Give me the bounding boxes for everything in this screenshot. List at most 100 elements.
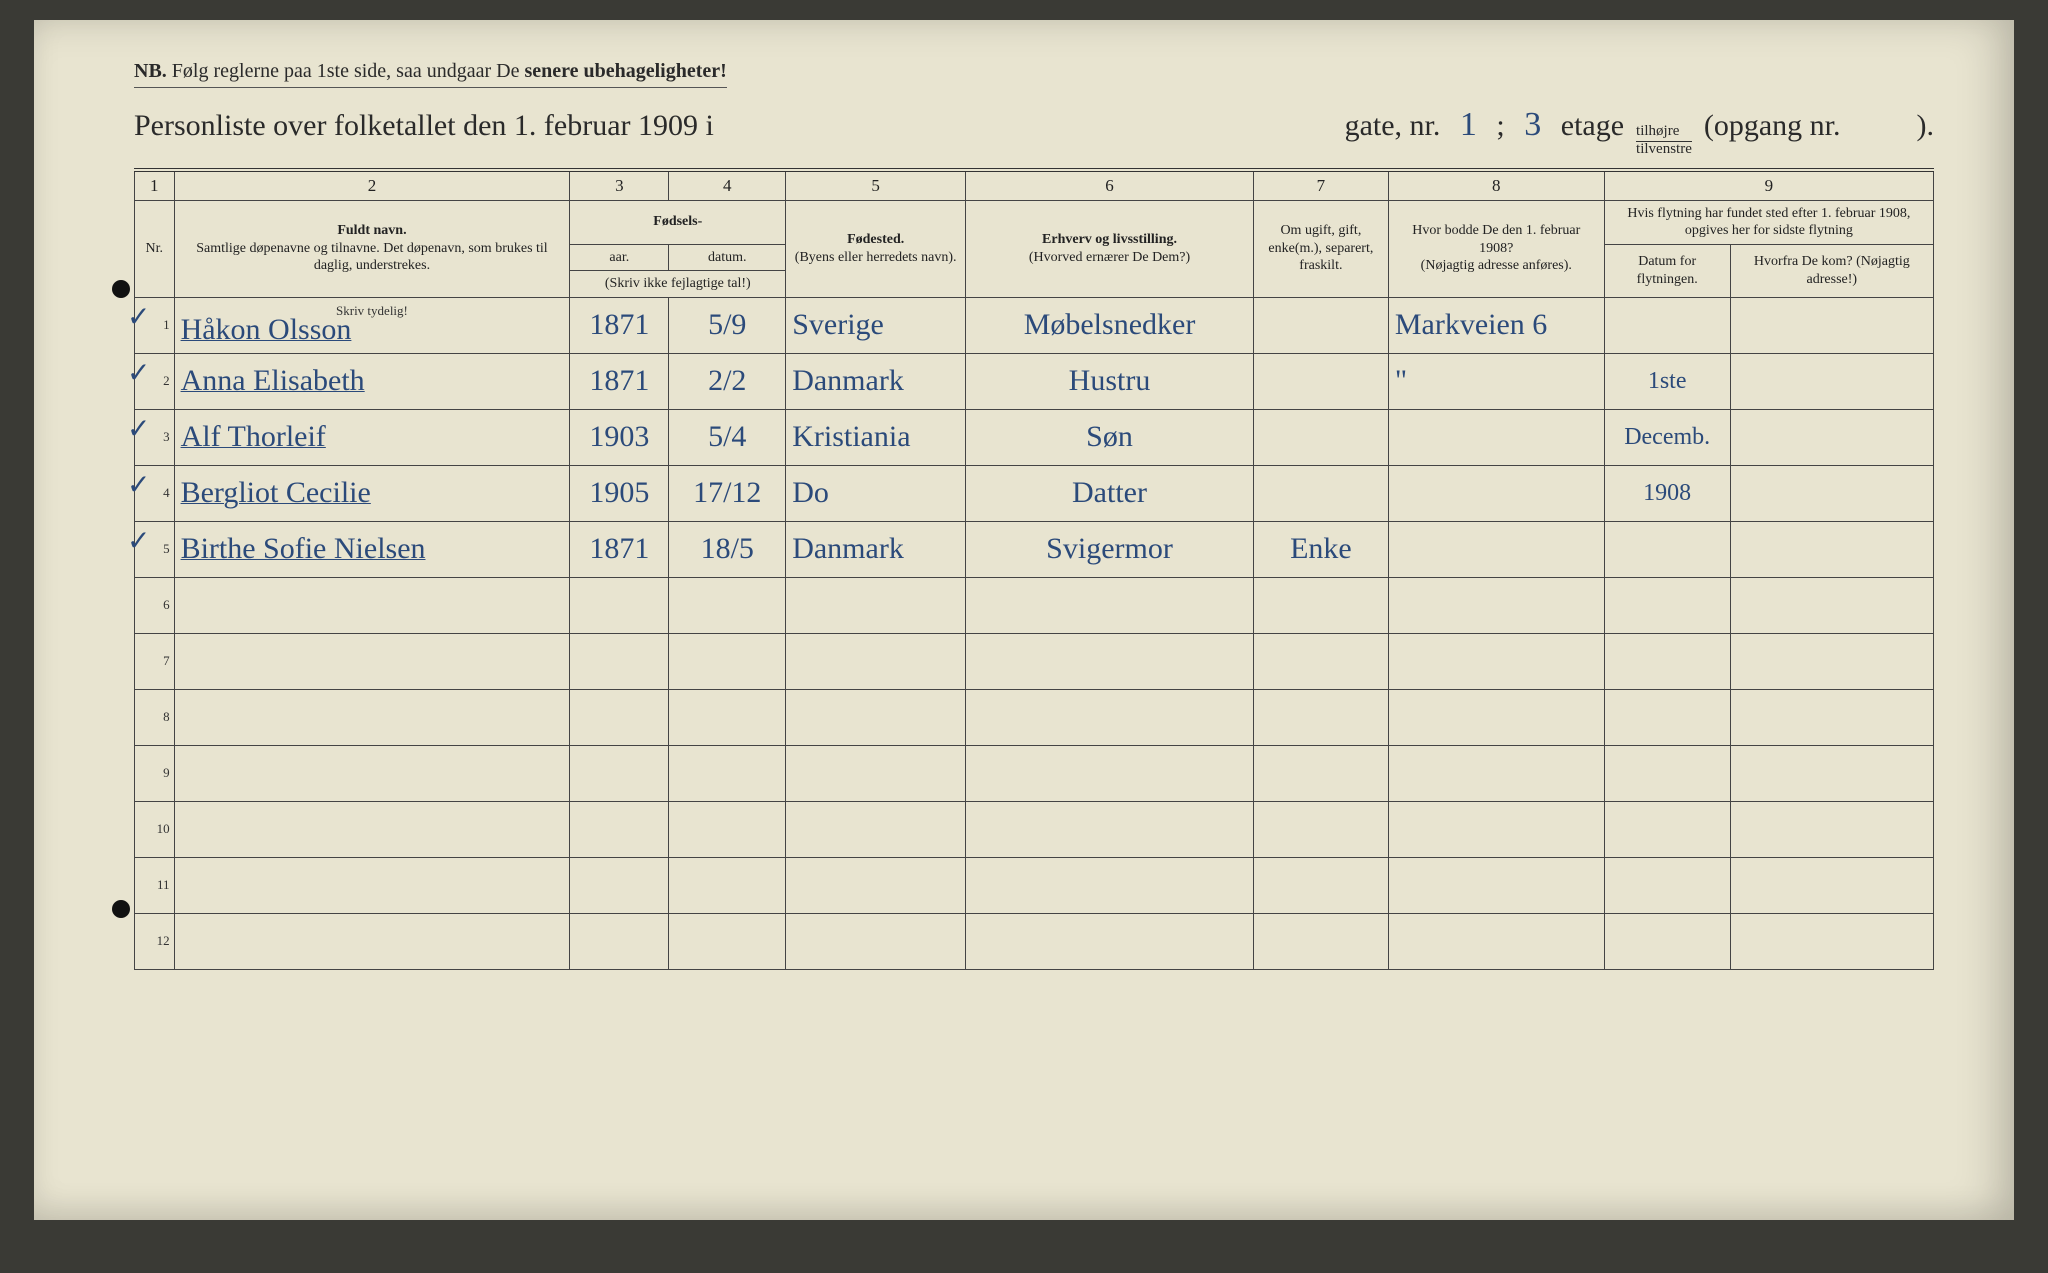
- cell-date: 2/2: [669, 353, 786, 409]
- cell-occupation: Søn: [966, 409, 1254, 465]
- cell-place: Danmark: [786, 353, 966, 409]
- row-number: 6: [135, 577, 175, 633]
- cell-occupation: Datter: [966, 465, 1254, 521]
- cell-place: Do: [786, 465, 966, 521]
- cell-name: Anna Elisabeth: [174, 353, 570, 409]
- nb-warning: NB. Følg reglerne paa 1ste side, saa und…: [134, 60, 727, 88]
- row-number: ✓2: [135, 353, 175, 409]
- gate-label: gate, nr.: [1345, 109, 1441, 143]
- row-number: ✓5: [135, 521, 175, 577]
- colnum-3: 3: [570, 170, 669, 201]
- cell-flyt-from: [1730, 521, 1933, 577]
- nb-bold: senere ubehageligheter!: [524, 60, 726, 82]
- table-row: ✓1 Skriv tydelig!Håkon Olsson 1871 5/9 S…: [135, 297, 1934, 353]
- hdr-1908addr: Hvor bodde De den 1. februar 1908? (Nøja…: [1388, 200, 1604, 297]
- cell-place: Kristiania: [786, 409, 966, 465]
- table-row: 9: [135, 745, 1934, 801]
- hdr-name: Fuldt navn. Samtlige døpenavne og tilnav…: [174, 200, 570, 297]
- hdr-hvorfra: Hvorfra De kom? (Nøjagtig adresse!): [1730, 244, 1933, 297]
- cell-flyt-date: Decemb.: [1604, 409, 1730, 465]
- gate-number: 1: [1448, 106, 1488, 144]
- cell-marital: Enke: [1253, 521, 1388, 577]
- hdr-marital: Om ugift, gift, enke(m.), separert, fras…: [1253, 200, 1388, 297]
- hdr-fodested-b: Fødested.: [847, 232, 904, 247]
- hdr-erhverv-sub: (Hvorved ernærer De Dem?): [1029, 250, 1190, 265]
- semicolon: ;: [1496, 109, 1504, 143]
- hdr-flyt-date: Datum for flytningen.: [1604, 244, 1730, 297]
- cell-year: 1871: [570, 297, 669, 353]
- cell-year: 1871: [570, 521, 669, 577]
- cell-year: 1903: [570, 409, 669, 465]
- cell-flyt-date: 1908: [1604, 465, 1730, 521]
- etage-number: 3: [1513, 106, 1553, 144]
- table-row: 6: [135, 577, 1934, 633]
- table-row: ✓2 Anna Elisabeth 1871 2/2 Danmark Hustr…: [135, 353, 1934, 409]
- cell-date: 18/5: [669, 521, 786, 577]
- cell-date: 5/4: [669, 409, 786, 465]
- table-row: 7: [135, 633, 1934, 689]
- hdr-erhverv-b: Erhverv og livsstilling.: [1042, 232, 1177, 247]
- cell-addr1908: [1388, 465, 1604, 521]
- hdr-fodested: Fødested. (Byens eller herredets navn).: [786, 200, 966, 297]
- colnum-4: 4: [669, 170, 786, 201]
- hdr-nr: Nr.: [135, 200, 175, 297]
- table-row: 10: [135, 801, 1934, 857]
- table-row: ✓4 Bergliot Cecilie 1905 17/12 Do Datter…: [135, 465, 1934, 521]
- census-form-page: NB. Følg reglerne paa 1ste side, saa und…: [34, 20, 2014, 1220]
- title-text: Personliste over folketallet den 1. febr…: [134, 109, 714, 143]
- cell-flyt-from: [1730, 353, 1933, 409]
- hdr-name-title: Fuldt navn.: [337, 223, 406, 238]
- cell-place: Sverige: [786, 297, 966, 353]
- cell-flyt-date: [1604, 521, 1730, 577]
- row-number: ✓4: [135, 465, 175, 521]
- row-number: 10: [135, 801, 175, 857]
- table-row: 11: [135, 857, 1934, 913]
- cell-marital: [1253, 353, 1388, 409]
- cell-addr1908: Markveien 6: [1388, 297, 1604, 353]
- table-row: ✓5 Birthe Sofie Nielsen 1871 18/5 Danmar…: [135, 521, 1934, 577]
- cell-year: 1905: [570, 465, 669, 521]
- cell-date: 17/12: [669, 465, 786, 521]
- cell-flyt-date: 1ste: [1604, 353, 1730, 409]
- colnum-8: 8: [1388, 170, 1604, 201]
- colnum-2: 2: [174, 170, 570, 201]
- table-row: ✓3 Alf Thorleif 1903 5/4 Kristiania Søn …: [135, 409, 1934, 465]
- side-fraction: tilhøjre tilvenstre: [1636, 124, 1692, 158]
- punch-hole: [112, 900, 130, 918]
- cell-marital: [1253, 297, 1388, 353]
- cell-flyt-from: [1730, 465, 1933, 521]
- cell-name: Birthe Sofie Nielsen: [174, 521, 570, 577]
- cell-flyt-from: [1730, 297, 1933, 353]
- hdr-fodsels-b: Fødsels-: [653, 214, 702, 229]
- table-row: 12: [135, 913, 1934, 969]
- census-table: 1 2 3 4 5 6 7 8 9 Nr. Fuldt navn. Samtli…: [134, 168, 1934, 970]
- table-body: ✓1 Skriv tydelig!Håkon Olsson 1871 5/9 S…: [135, 297, 1934, 969]
- cell-date: 5/9: [669, 297, 786, 353]
- hdr-flytning: Hvis flytning har fundet sted efter 1. f…: [1604, 200, 1933, 244]
- row-number: ✓3: [135, 409, 175, 465]
- punch-hole: [112, 280, 130, 298]
- hdr-datum: datum.: [669, 244, 786, 271]
- row-number: 8: [135, 689, 175, 745]
- cell-marital: [1253, 465, 1388, 521]
- etage-label: etage: [1561, 109, 1624, 143]
- hdr-1908addr-sub: (Nøjagtig adresse anføres).: [1421, 258, 1572, 273]
- hdr-fodsels: Fødsels-: [570, 200, 786, 244]
- hdr-1908addr-t: Hvor bodde De den 1. februar 1908?: [1412, 223, 1580, 256]
- cell-addr1908: [1388, 409, 1604, 465]
- hdr-fodsels-note: (Skriv ikke fejlagtige tal!): [570, 271, 786, 298]
- colnum-7: 7: [1253, 170, 1388, 201]
- row-number: 9: [135, 745, 175, 801]
- cell-occupation: Svigermor: [966, 521, 1254, 577]
- hdr-erhverv: Erhverv og livsstilling. (Hvorved ernære…: [966, 200, 1254, 297]
- cell-marital: [1253, 409, 1388, 465]
- cell-flyt-from: [1730, 409, 1933, 465]
- cell-place: Danmark: [786, 521, 966, 577]
- row-number: 7: [135, 633, 175, 689]
- nb-prefix: NB.: [134, 60, 167, 82]
- row-number: ✓1: [135, 297, 175, 353]
- cell-year: 1871: [570, 353, 669, 409]
- cell-flyt-date: [1604, 297, 1730, 353]
- colnum-1: 1: [135, 170, 175, 201]
- colnum-5: 5: [786, 170, 966, 201]
